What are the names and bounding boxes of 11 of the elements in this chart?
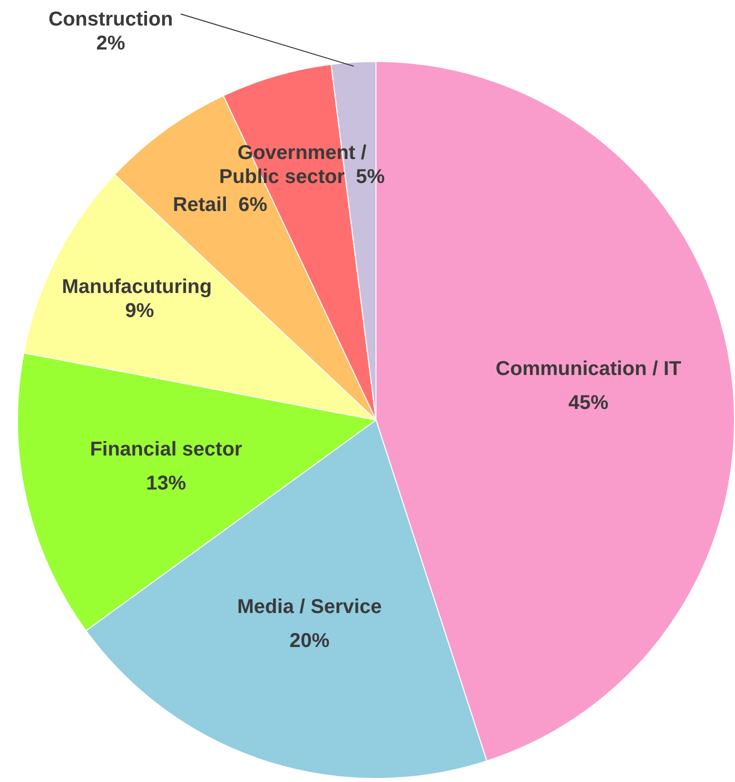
slice-label: Construction: [48, 8, 173, 31]
slice-label: Communication / IT: [496, 358, 682, 380]
data-label: 9%: [125, 300, 154, 322]
data-label: 13%: [146, 472, 186, 494]
data-label: 20%: [290, 630, 330, 652]
slice-label: Media / Service: [237, 596, 382, 618]
slice-label: Financial sector: [90, 438, 242, 460]
data-label: 45%: [568, 392, 609, 414]
slice-label: Manufacuturing: [62, 276, 218, 298]
slice-label: Retail 6%: [172, 194, 268, 216]
data-label: 2%: [96, 32, 126, 55]
